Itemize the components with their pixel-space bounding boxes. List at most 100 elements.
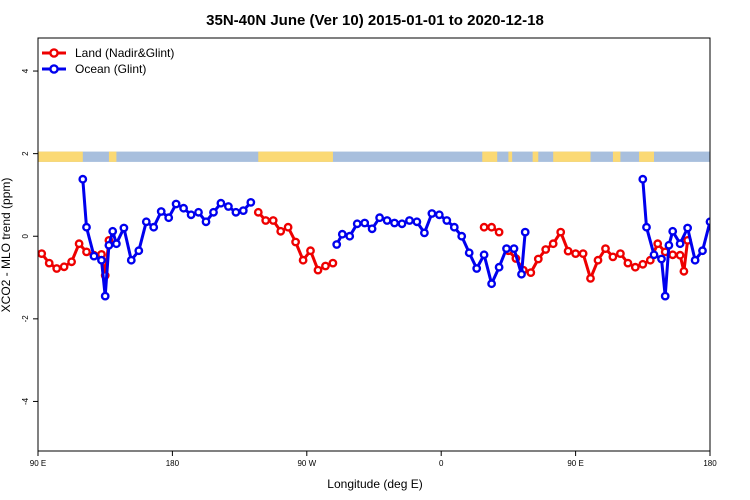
data-point: [449, 222, 459, 232]
data-point: [664, 240, 674, 250]
data-point: [283, 222, 293, 232]
land-band: [258, 151, 333, 162]
data-point: [367, 224, 377, 234]
data-point: [82, 247, 91, 257]
data-point: [119, 223, 129, 233]
data-point: [306, 246, 315, 256]
data-point: [38, 249, 47, 258]
x-tick-label: 90 E: [567, 459, 583, 468]
y-tick-label: 4: [21, 68, 30, 73]
data-point: [397, 219, 407, 229]
y-tick-label: -4: [21, 397, 30, 405]
data-point: [209, 207, 218, 217]
data-point: [541, 245, 551, 254]
legend-swatch-marker: [49, 64, 59, 74]
data-point: [231, 207, 241, 217]
data-point: [134, 246, 144, 256]
data-point: [679, 266, 689, 276]
data-point: [104, 240, 114, 250]
data-point: [526, 268, 536, 277]
data-point: [668, 226, 678, 236]
data-point: [201, 217, 211, 227]
data-point: [487, 279, 496, 289]
data-point: [509, 244, 519, 254]
data-point: [722, 208, 728, 214]
data-point: [601, 244, 610, 254]
series-line: [641, 179, 710, 298]
data-point: [382, 216, 392, 225]
data-point: [412, 217, 422, 227]
data-point: [253, 207, 263, 217]
data-point: [675, 239, 685, 249]
data-point: [657, 254, 666, 264]
data-point: [78, 174, 88, 184]
data-point: [313, 265, 323, 275]
data-point: [683, 223, 692, 233]
data-point: [479, 250, 489, 260]
plot-frame: [37, 37, 711, 452]
chart-title: 35N-40N June (Ver 10) 2015-01-01 to 2020…: [206, 12, 544, 29]
data-point: [82, 222, 91, 232]
x-tick-label: 180: [166, 459, 180, 468]
data-point: [223, 202, 233, 211]
data-point: [141, 217, 151, 227]
data-point: [517, 269, 526, 279]
y-tick-label: 0: [21, 233, 30, 238]
data-point: [44, 258, 54, 268]
data-point: [548, 239, 558, 249]
data-point: [59, 262, 69, 272]
y-tick-label: 2: [21, 151, 30, 156]
data-point: [690, 255, 700, 265]
data-point: [89, 251, 99, 261]
x-tick-label: 180: [703, 459, 717, 468]
data-point: [642, 222, 651, 232]
data-point: [345, 231, 355, 241]
data-point: [238, 206, 248, 216]
series-layer: [38, 174, 728, 301]
data-point: [668, 250, 678, 260]
data-point: [472, 264, 482, 273]
land-ocean-strip: [38, 151, 710, 162]
x-tick-label: 90 E: [30, 459, 46, 468]
y-axis-label: XCO2 - MLO trend (ppm): [0, 178, 13, 313]
data-point: [563, 246, 573, 256]
y-tick-label: -2: [21, 315, 30, 323]
data-point: [261, 216, 271, 225]
data-point: [434, 210, 444, 220]
data-point: [179, 203, 189, 213]
data-point: [653, 239, 663, 249]
legend-label: Ocean (Glint): [75, 62, 146, 76]
data-point: [276, 226, 286, 236]
data-point: [100, 291, 110, 301]
data-point: [194, 207, 203, 217]
data-point: [571, 249, 580, 259]
data-point: [616, 249, 625, 259]
data-point: [649, 250, 659, 260]
data-point: [126, 255, 136, 265]
x-axis: 90 E 180 90 W 0 90 E 180: [30, 451, 717, 468]
land-band: [639, 151, 654, 162]
data-point: [405, 216, 414, 225]
data-point: [390, 218, 399, 228]
data-point: [332, 240, 342, 249]
data-point: [494, 262, 504, 272]
data-point: [321, 261, 330, 271]
data-point: [593, 255, 603, 265]
data-point: [67, 257, 77, 267]
data-point: [608, 252, 618, 262]
data-point: [638, 174, 648, 184]
data-point: [156, 207, 166, 216]
legend-swatch-marker: [49, 48, 59, 58]
data-point: [186, 210, 196, 220]
land-band: [482, 151, 498, 162]
data-point: [268, 216, 278, 225]
data-point: [419, 228, 429, 238]
data-point: [375, 213, 384, 223]
land-band: [508, 151, 513, 162]
data-point: [291, 237, 300, 247]
data-point: [164, 213, 174, 223]
land-band: [612, 151, 621, 162]
data-point: [149, 222, 159, 232]
data-point: [216, 198, 226, 208]
